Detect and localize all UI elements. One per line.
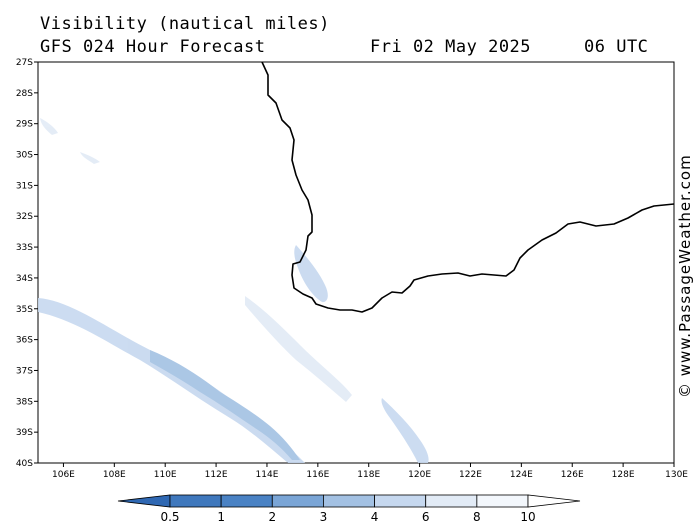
lat-label: 40S [16, 459, 33, 469]
colorbar-label: 6 [422, 510, 430, 524]
lon-label: 108E [103, 470, 126, 480]
lon-label: 118E [357, 470, 380, 480]
colorbar-label: 8 [473, 510, 481, 524]
colorbar-arrow-high [527, 494, 581, 508]
map-frame [37, 61, 675, 464]
visibility-patch-southeast [381, 398, 429, 463]
lat-label: 30S [16, 151, 33, 161]
colorbar-label: 1 [217, 510, 225, 524]
colorbar-segment [271, 494, 324, 508]
forecast-subtitle: GFS 024 Hour Forecast [40, 37, 266, 57]
lon-label: 126E [561, 470, 584, 480]
colorbar-segment [323, 494, 375, 508]
lat-label: 39S [16, 428, 33, 438]
credit-text: © www.PassageWeather.com [676, 154, 694, 398]
visibility-band-west [38, 298, 305, 463]
lon-label: 130E [665, 470, 688, 480]
visibility-patch-northwest [40, 118, 58, 135]
colorbar-segment [425, 494, 478, 508]
lat-label: 34S [16, 274, 33, 284]
colorbar-segment [169, 494, 222, 508]
lon-label: 116E [306, 470, 329, 480]
lat-label: 29S [16, 120, 33, 130]
visibility-patch-south-coast [294, 245, 328, 303]
visibility-colorbar: 0.5 1 2 3 4 6 8 10 [117, 494, 581, 524]
colorbar-label: 0.5 [160, 510, 179, 524]
colorbar-segment [374, 494, 427, 508]
lat-label: 27S [16, 58, 33, 68]
colorbar-label: 4 [371, 510, 379, 524]
colorbar-arrow-low [117, 494, 171, 508]
lon-label: 120E [408, 470, 431, 480]
lat-label: 38S [16, 397, 33, 407]
visibility-patch-offshore [80, 152, 100, 164]
forecast-time: 06 UTC [584, 37, 649, 57]
map-title: Visibility (nautical miles) [40, 14, 330, 34]
lon-label: 122E [459, 470, 482, 480]
lon-label: 128E [612, 470, 635, 480]
australia-coastline [261, 61, 675, 313]
lon-label: 112E [205, 470, 228, 480]
lat-label: 31S [16, 181, 33, 191]
lat-label: 28S [16, 89, 33, 99]
lat-label: 37S [16, 366, 33, 376]
colorbar-segment [476, 494, 529, 508]
colorbar-segment [220, 494, 273, 508]
colorbar-label: 2 [268, 510, 276, 524]
lon-label: 114E [256, 470, 279, 480]
lat-label: 35S [16, 305, 33, 315]
lon-label: 106E [52, 470, 75, 480]
lon-label: 110E [154, 470, 177, 480]
visibility-shading [38, 118, 429, 463]
colorbar-label: 3 [320, 510, 328, 524]
longitude-axis: 106E 108E 110E 112E 114E 116E 118E 120E 122E 124E… [52, 463, 688, 480]
latitude-axis: 27S 28S 29S 30S 31S 32S 33S 34S 35S 36S 37S 38S 39S 4… [16, 58, 38, 469]
lon-label: 124E [510, 470, 533, 480]
lat-label: 33S [16, 243, 33, 253]
colorbar-label: 10 [520, 510, 535, 524]
lat-label: 32S [16, 212, 33, 222]
lat-label: 36S [16, 336, 33, 346]
visibility-band-central [245, 296, 352, 402]
visibility-band-west-core [150, 350, 300, 460]
forecast-date: Fri 02 May 2025 [370, 37, 532, 57]
